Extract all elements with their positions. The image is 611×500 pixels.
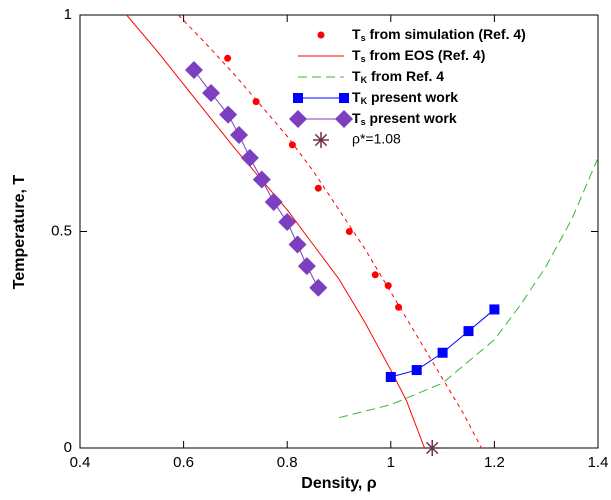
- point: [202, 83, 221, 102]
- series-line: [126, 14, 425, 449]
- point: [314, 184, 322, 192]
- point: [463, 326, 474, 337]
- point: [264, 193, 283, 212]
- legend-label: TK present work: [352, 89, 458, 107]
- x-tick-label: 0.4: [70, 454, 91, 471]
- x-tick-label: 1: [387, 454, 395, 471]
- point: [230, 125, 249, 144]
- legend-label: Ts present work: [352, 110, 457, 128]
- point: [437, 347, 448, 358]
- point: [313, 132, 329, 148]
- plot-frame: [79, 14, 599, 449]
- point: [424, 440, 441, 456]
- y-tick-label: 0: [64, 439, 72, 456]
- point: [184, 60, 203, 79]
- legend-label: ρ*=1.08: [352, 131, 401, 147]
- point: [293, 93, 303, 103]
- series-line: [178, 14, 482, 449]
- point: [297, 257, 316, 276]
- point: [345, 228, 353, 235]
- point: [288, 141, 296, 149]
- point: [288, 235, 307, 254]
- x-tick-label: 1.4: [588, 454, 609, 471]
- x-tick-label: 1.2: [484, 454, 505, 471]
- point: [384, 282, 392, 290]
- point: [395, 303, 403, 311]
- point: [489, 304, 500, 315]
- point: [309, 278, 328, 297]
- legend-label: TK from Ref. 4: [352, 68, 444, 86]
- point: [252, 98, 260, 106]
- x-tick-label: 0.6: [173, 454, 194, 471]
- series-line: [390, 309, 495, 378]
- y-tick-label: 1: [64, 6, 72, 23]
- point: [219, 105, 238, 124]
- point: [224, 54, 232, 62]
- y-tick-label: 0.5: [51, 222, 72, 239]
- point: [335, 110, 353, 128]
- point: [339, 93, 349, 103]
- point: [385, 371, 396, 382]
- legend-label: Ts from EOS (Ref. 4): [352, 47, 485, 65]
- point: [278, 212, 297, 231]
- point: [371, 271, 379, 279]
- point: [240, 148, 259, 167]
- x-axis-label: Density, ρ: [301, 475, 377, 492]
- legend-label: Ts from simulation (Ref. 4): [352, 26, 526, 44]
- point: [411, 365, 422, 376]
- point: [252, 170, 271, 189]
- series-line: [338, 157, 599, 419]
- point: [317, 31, 325, 39]
- x-tick-label: 0.8: [277, 454, 298, 471]
- point: [289, 110, 307, 128]
- y-axis-label: Temperature, T: [11, 175, 28, 290]
